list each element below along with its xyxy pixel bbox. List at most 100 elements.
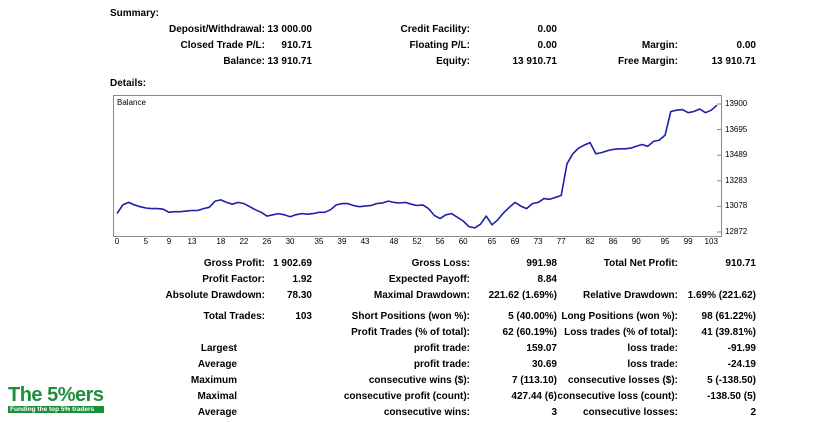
largest-profit-value: 159.07 [526,343,557,354]
x-tick-label: 86 [608,237,618,246]
x-tick-label: 56 [435,237,445,246]
deposit-label: Deposit/Withdrawal: [168,24,265,35]
maximal-cons-loss-label: consecutive loss (count): [557,391,678,402]
max-cons-losses-label: consecutive losses ($): [567,375,678,386]
average-label: Average [197,359,237,370]
x-tick-label: 30 [285,237,295,246]
long-positions-value: 98 (61.22%) [701,311,756,322]
avg-cons-wins-label: consecutive wins: [383,407,470,418]
relative-drawdown-label: Relative Drawdown: [582,290,678,301]
the5ers-logo: The 5%ers Funding the top 5% traders [8,384,104,413]
x-tick-label: 73 [533,237,543,246]
logo-tagline: Funding the top 5% traders [8,406,104,413]
total-net-profit-label: Total Net Profit: [603,258,678,269]
y-tick-label: 13489 [725,150,748,160]
x-tick-label: 48 [389,237,399,246]
total-net-profit-value: 910.71 [725,258,756,269]
x-tick-label: 52 [412,237,422,246]
x-tick-label: 0 [114,237,120,246]
details-title: Details: [110,78,147,89]
x-tick-label: 65 [487,237,497,246]
x-tick-label: 18 [216,237,226,246]
deposit-value: 13 000.00 [267,24,313,35]
total-trades-value: 103 [295,311,312,322]
relative-drawdown-value: 1.69% (221.62) [687,290,756,301]
y-tick-label: 13695 [725,124,748,134]
x-tick-label: 90 [631,237,641,246]
gross-profit-label: Gross Profit: [203,258,265,269]
x-tick-label: 82 [585,237,595,246]
y-tick-label: 13078 [725,201,748,211]
x-tick-label: 99 [683,237,693,246]
gross-loss-label: Gross Loss: [411,258,470,269]
credit-facility-label: Credit Facility: [400,24,470,35]
maximal-drawdown-label: Maximal Drawdown: [373,290,470,301]
margin-label: Margin: [641,40,678,51]
equity-label: Equity: [436,56,470,67]
largest-loss-label: loss trade: [627,343,678,354]
expected-payoff-value: 8.84 [537,274,557,285]
free-margin-value: 13 910.71 [711,56,757,67]
max-cons-wins-value: 7 (113.10) [511,375,557,386]
chart-title: Balance [117,98,146,107]
profit-factor-label: Profit Factor: [202,274,265,285]
margin-value: 0.00 [736,40,756,51]
average-cons-label: Average [197,407,237,418]
total-trades-label: Total Trades: [203,311,266,322]
maximal-drawdown-value: 221.62 (1.69%) [488,290,557,301]
largest-label: Largest [200,343,237,354]
gross-profit-value: 1 902.69 [273,258,312,269]
x-tick-label: 60 [458,237,468,246]
max-cons-losses-value: 5 (-138.50) [707,375,756,386]
loss-trades-label: Loss trades (% of total): [564,327,678,338]
closed-pl-value: 910.71 [281,40,312,51]
average-loss-value: -24.19 [727,359,756,370]
balance-value: 13 910.71 [267,56,313,67]
x-tick-label: 9 [166,237,172,246]
short-positions-label: Short Positions (won %): [351,311,470,322]
summary-title: Summary: [110,8,159,19]
average-profit-value: 30.69 [531,359,557,370]
balance-chart-plot [116,103,721,233]
absolute-drawdown-label: Absolute Drawdown: [165,290,265,301]
y-tick-label: 13283 [725,175,748,185]
profit-trades-value: 62 (60.19%) [502,327,557,338]
balance-label: Balance: [223,56,265,67]
maximal-cons-profit-value: 427.44 (6) [511,391,557,402]
x-tick-label: 69 [510,237,520,246]
maximal-cons-profit-label: consecutive profit (count): [343,391,470,402]
equity-value: 13 910.71 [512,56,558,67]
x-tick-label: 5 [143,237,149,246]
floating-pl-value: 0.00 [537,40,557,51]
maximum-label: Maximum [190,375,237,386]
average-profit-label: profit trade: [413,359,470,370]
avg-cons-losses-value: 2 [750,407,756,418]
absolute-drawdown-value: 78.30 [286,290,312,301]
closed-pl-label: Closed Trade P/L: [180,40,265,51]
balance-chart: Balance [113,95,722,237]
x-tick-label: 22 [239,237,249,246]
free-margin-label: Free Margin: [617,56,678,67]
profit-trades-label: Profit Trades (% of total): [351,327,470,338]
largest-profit-label: profit trade: [413,343,470,354]
profit-factor-value: 1.92 [292,274,312,285]
x-tick-label: 77 [556,237,566,246]
x-tick-label: 39 [337,237,347,246]
y-tick-label: 13900 [725,99,748,108]
maximal-label: Maximal [197,391,237,402]
logo-text: The 5%ers [8,384,104,406]
short-positions-value: 5 (40.00%) [508,311,557,322]
x-tick-label: 26 [262,237,272,246]
x-tick-label: 13 [187,237,197,246]
gross-loss-value: 991.98 [526,258,557,269]
x-tick-label: 35 [314,237,324,246]
x-tick-label: 95 [660,237,670,246]
y-tick-label: 12872 [725,227,748,236]
credit-facility-value: 0.00 [537,24,557,35]
avg-cons-wins-value: 3 [551,407,557,418]
average-loss-label: loss trade: [627,359,678,370]
x-tick-label: 43 [360,237,370,246]
max-cons-wins-label: consecutive wins ($): [368,375,470,386]
largest-loss-value: -91.99 [727,343,756,354]
long-positions-label: Long Positions (won %): [561,311,678,322]
